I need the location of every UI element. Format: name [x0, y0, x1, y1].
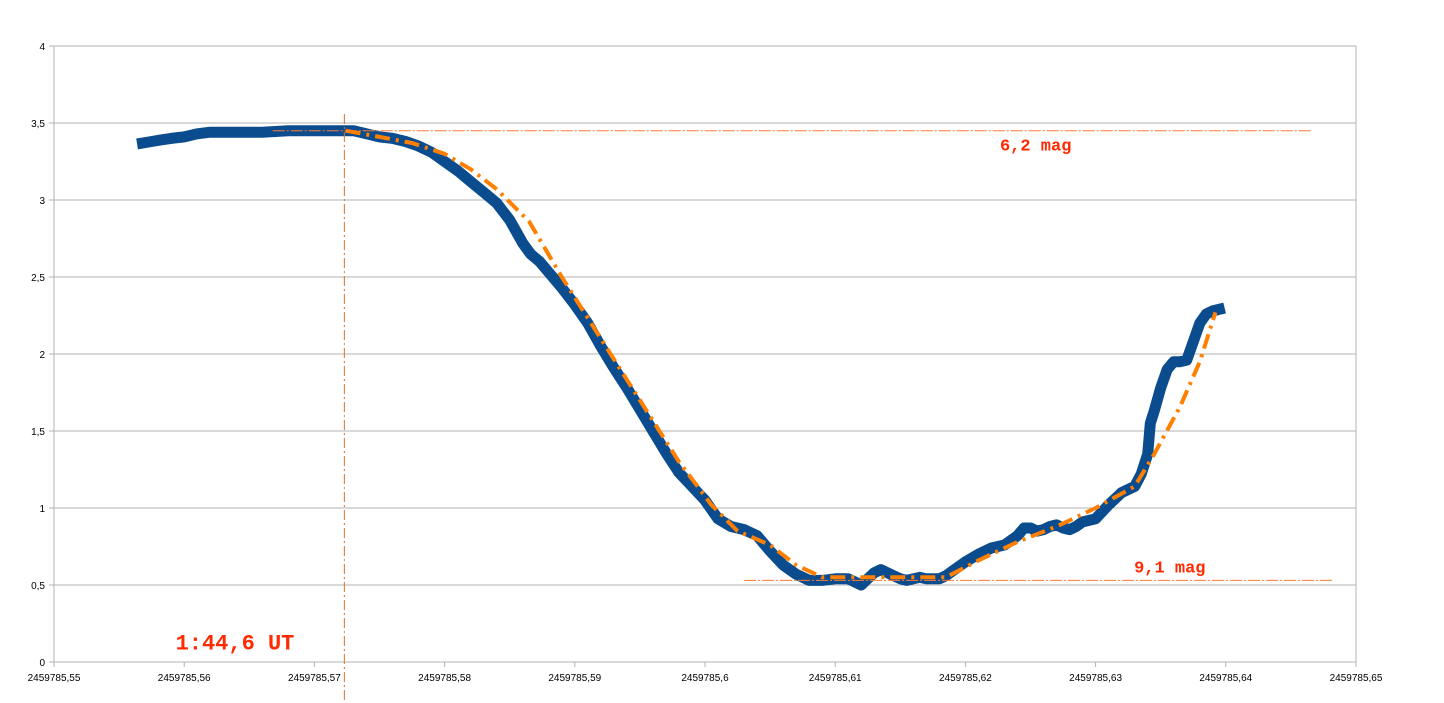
x-tick-label: 2459785,62 — [939, 673, 992, 684]
x-tick-label: 2459785,58 — [418, 673, 471, 684]
y-tick-label: 0 — [39, 658, 45, 669]
y-tick-label: 2,5 — [31, 273, 45, 284]
x-tick-label: 2459785,64 — [1199, 673, 1252, 684]
faint-magnitude-label: 9,1 mag — [1134, 560, 1205, 579]
x-tick-label: 2459785,65 — [1330, 673, 1383, 684]
label-layer: 6,2 mag 9,1 mag 1:44,6 UT — [176, 138, 1206, 657]
x-tick-label: 2459785,63 — [1069, 673, 1122, 684]
x-tick-label: 2459785,55 — [28, 673, 81, 684]
y-tick-label: 0,5 — [31, 581, 45, 592]
reference-line-layer — [272, 114, 1333, 703]
y-tick-label: 4 — [39, 42, 45, 53]
time-label: 1:44,6 UT — [176, 632, 295, 657]
axis-layer: 0 0,5 1 1,5 2 2,5 3 3,5 4 2459785,55 2459785,56 245… — [28, 42, 1383, 684]
x-tick-label: 2459785,59 — [548, 673, 601, 684]
y-tick-label: 3,5 — [31, 119, 45, 130]
x-tick-label: 2459785,57 — [288, 673, 341, 684]
y-tick-label: 1,5 — [31, 427, 45, 438]
grid-layer — [54, 45, 1356, 663]
measured-series-line — [136, 125, 1226, 591]
fit-series-line — [345, 128, 1218, 580]
y-tick-label: 2 — [39, 350, 45, 361]
x-tick-label: 2459785,6 — [681, 673, 729, 684]
y-tick-label: 3 — [39, 196, 45, 207]
x-tick-label: 2459785,61 — [809, 673, 862, 684]
series-layer — [136, 125, 1226, 591]
x-tick-label: 2459785,56 — [158, 673, 211, 684]
bright-magnitude-label: 6,2 mag — [1000, 138, 1071, 157]
y-tick-label: 1 — [39, 504, 45, 515]
